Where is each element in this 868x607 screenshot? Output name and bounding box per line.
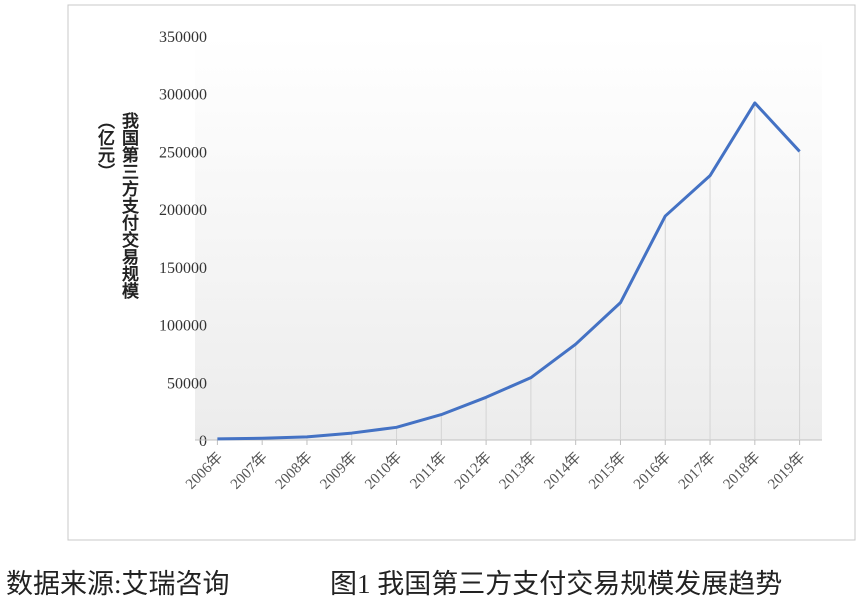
y-tick-label: 300000: [159, 87, 207, 104]
caption-source: 数据来源:艾瑞咨询: [6, 569, 230, 599]
plot-area: [195, 36, 822, 440]
y-tick-label: 50000: [167, 375, 207, 392]
data-line: [217, 101, 801, 441]
y-tick-label: 350000: [159, 29, 207, 46]
y-tick-label: 250000: [159, 144, 207, 161]
y-tick-label: 0: [199, 433, 207, 450]
caption-figure: 图1 我国第三方支付交易规模发展趋势: [330, 569, 783, 599]
y-tick-label: 200000: [159, 202, 207, 219]
y-tick-label: 150000: [159, 260, 207, 277]
y-axis-label: 我国第三方支付交易规模（亿元）: [95, 112, 138, 299]
chart: 我国第三方支付交易规模（亿元） 0 50000 100000 150000 200000…: [67, 4, 856, 541]
y-tick-label: 100000: [159, 318, 207, 335]
y-axis-label-box: 我国第三方支付交易规模（亿元）: [95, 112, 138, 299]
